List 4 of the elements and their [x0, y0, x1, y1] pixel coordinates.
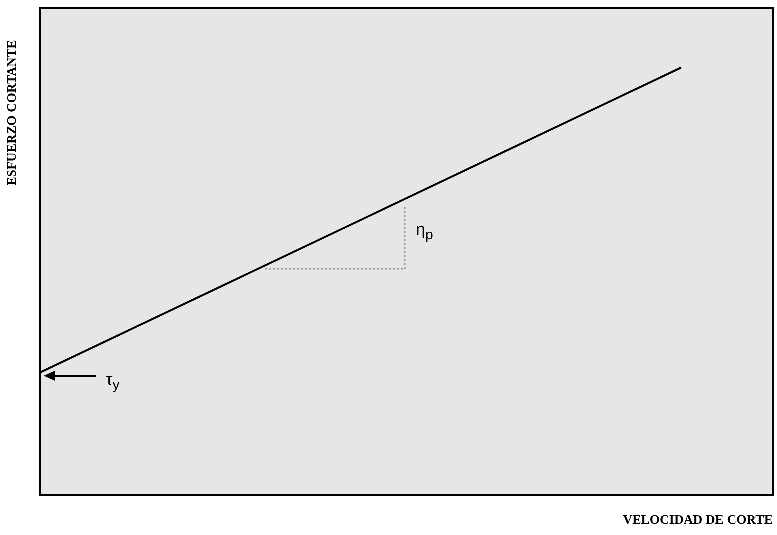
annotation: η$_{p}$: [416, 220, 434, 244]
x-axis-title: VELOCIDAD DE CORTE: [623, 512, 773, 528]
annotation: τ$_{y}$: [106, 370, 120, 394]
y-axis-title: ESFUERZO CORTANTE: [4, 40, 20, 186]
